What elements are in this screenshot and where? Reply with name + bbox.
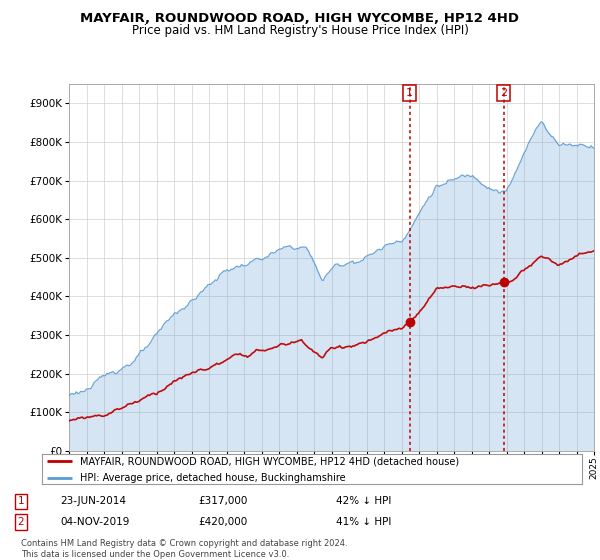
Text: MAYFAIR, ROUNDWOOD ROAD, HIGH WYCOMBE, HP12 4HD (detached house): MAYFAIR, ROUNDWOOD ROAD, HIGH WYCOMBE, H… bbox=[80, 456, 459, 466]
Text: 1: 1 bbox=[406, 88, 413, 98]
Text: 2: 2 bbox=[17, 517, 25, 527]
Text: Price paid vs. HM Land Registry's House Price Index (HPI): Price paid vs. HM Land Registry's House … bbox=[131, 24, 469, 36]
Text: Contains HM Land Registry data © Crown copyright and database right 2024.
This d: Contains HM Land Registry data © Crown c… bbox=[21, 539, 347, 559]
Text: £317,000: £317,000 bbox=[198, 496, 247, 506]
Text: 41% ↓ HPI: 41% ↓ HPI bbox=[336, 517, 391, 527]
Text: 2: 2 bbox=[500, 88, 507, 98]
Text: 23-JUN-2014: 23-JUN-2014 bbox=[60, 496, 126, 506]
Text: MAYFAIR, ROUNDWOOD ROAD, HIGH WYCOMBE, HP12 4HD: MAYFAIR, ROUNDWOOD ROAD, HIGH WYCOMBE, H… bbox=[80, 12, 520, 25]
Text: £420,000: £420,000 bbox=[198, 517, 247, 527]
Text: 04-NOV-2019: 04-NOV-2019 bbox=[60, 517, 130, 527]
Text: 42% ↓ HPI: 42% ↓ HPI bbox=[336, 496, 391, 506]
Text: 1: 1 bbox=[17, 496, 25, 506]
Text: HPI: Average price, detached house, Buckinghamshire: HPI: Average price, detached house, Buck… bbox=[80, 473, 346, 483]
